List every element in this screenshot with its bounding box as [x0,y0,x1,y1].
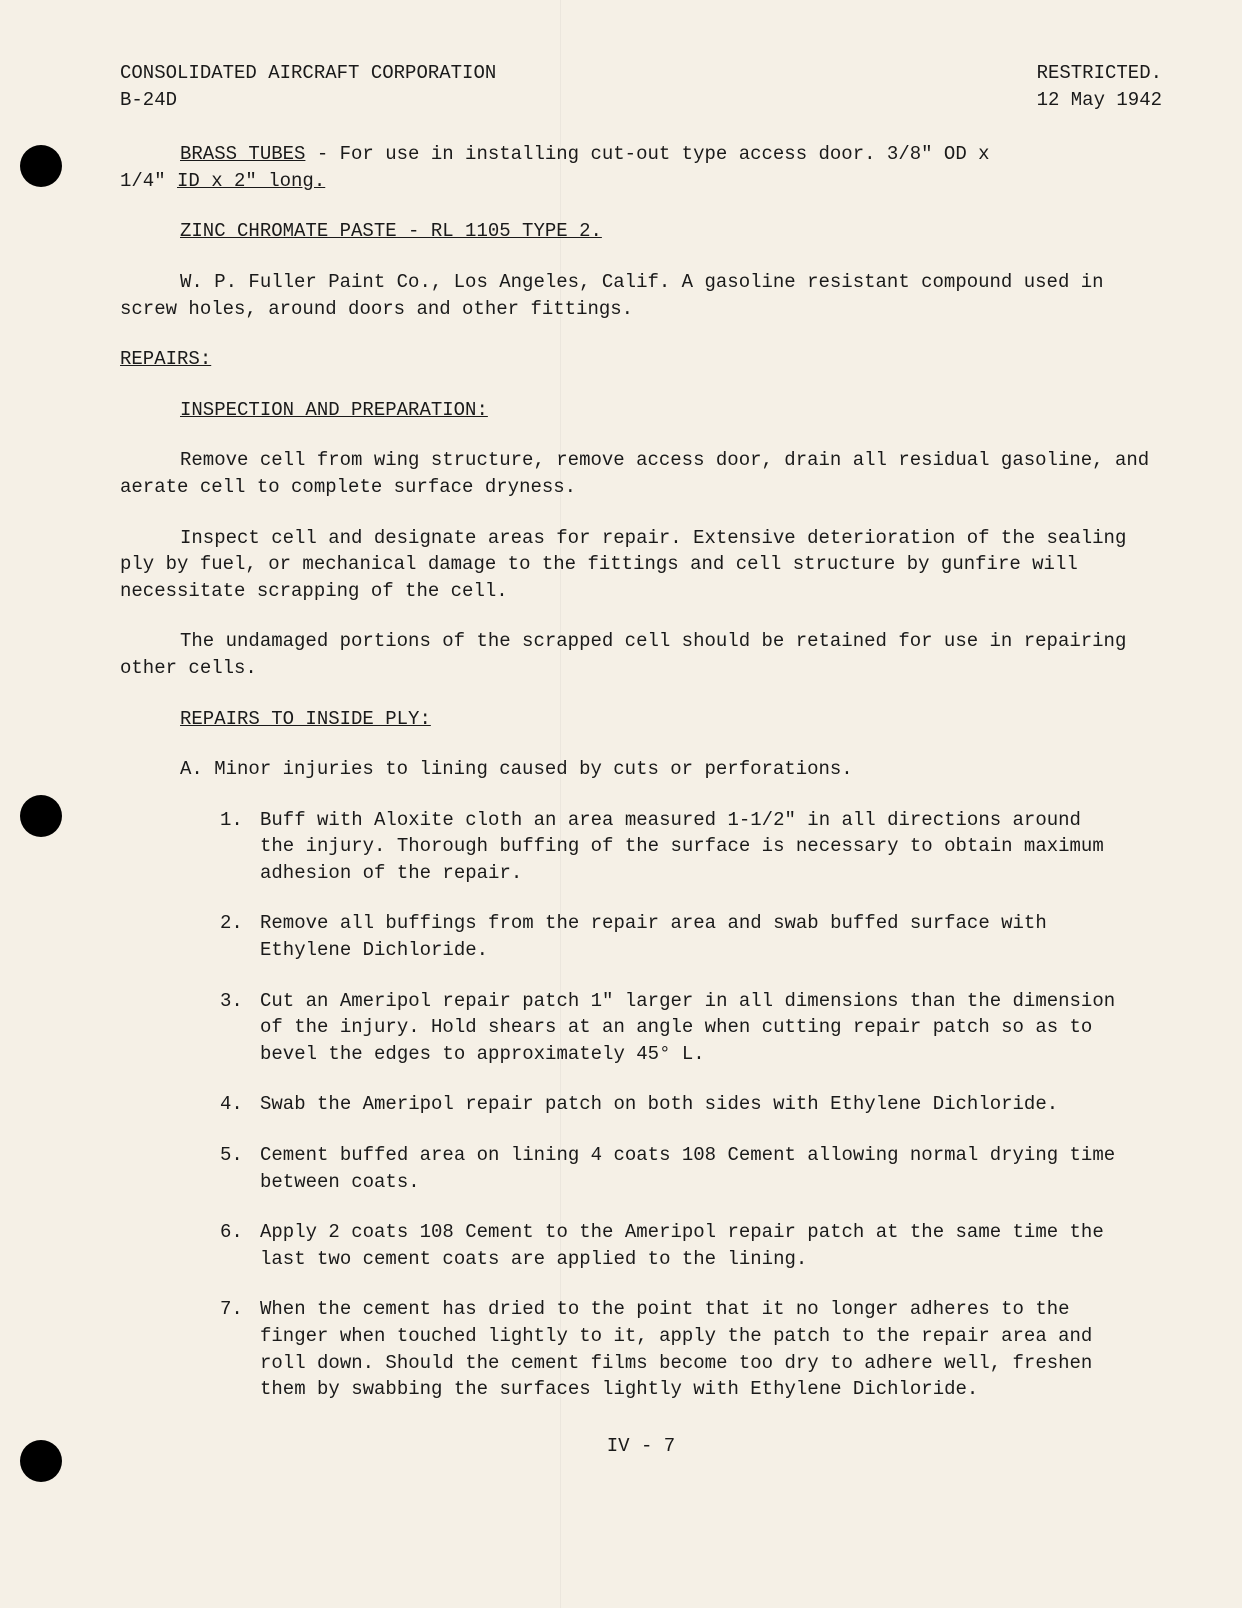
step-1: 1. Buff with Aloxite cloth an area measu… [220,807,1162,887]
brass-tubes-label: BRASS TUBES [180,143,305,165]
step-6: 6. Apply 2 coats 108 Cement to the Ameri… [220,1219,1162,1272]
repairs-heading-text: REPAIRS: [120,348,211,370]
punch-hole-icon [20,1440,62,1482]
page-fold [560,0,561,1608]
brass-tubes-desc: - For use in installing cut-out type acc… [305,143,989,165]
zinc-label: ZINC CHROMATE PASTE - RL 1105 TYPE 2. [180,220,602,242]
step-7: 7. When the cement has dried to the poin… [220,1296,1162,1402]
step-num: 1. [220,807,260,887]
header-right: RESTRICTED. 12 May 1942 [1037,60,1162,113]
step-text: Swab the Ameripol repair patch on both s… [260,1091,1162,1118]
step-3: 3. Cut an Ameripol repair patch 1" large… [220,988,1162,1068]
step-num: 6. [220,1219,260,1272]
classification: RESTRICTED. [1037,60,1162,87]
step-2: 2. Remove all buffings from the repair a… [220,910,1162,963]
step-text: When the cement has dried to the point t… [260,1296,1162,1402]
document-date: 12 May 1942 [1037,87,1162,114]
step-text: Apply 2 coats 108 Cement to the Ameripol… [260,1219,1162,1272]
inspection-p3: The undamaged portions of the scrapped c… [120,628,1162,681]
punch-hole-icon [20,795,62,837]
punch-hole-icon [20,145,62,187]
step-text: Buff with Aloxite cloth an area measured… [260,807,1162,887]
inspection-p2: Inspect cell and designate areas for rep… [120,525,1162,605]
company-name: CONSOLIDATED AIRCRAFT CORPORATION [120,60,496,87]
step-num: 4. [220,1091,260,1118]
brass-tubes-suffix: ID x 2" long. [177,170,325,192]
header-left: CONSOLIDATED AIRCRAFT CORPORATION B-24D [120,60,496,113]
step-text: Cut an Ameripol repair patch 1" larger i… [260,988,1162,1068]
step-5: 5. Cement buffed area on lining 4 coats … [220,1142,1162,1195]
step-4: 4. Swab the Ameripol repair patch on bot… [220,1091,1162,1118]
zinc-heading: ZINC CHROMATE PASTE - RL 1105 TYPE 2. [180,218,1162,245]
document-header: CONSOLIDATED AIRCRAFT CORPORATION B-24D … [120,60,1162,113]
brass-tubes-paragraph: BRASS TUBES - For use in installing cut-… [120,141,1162,194]
item-a: A. Minor injuries to lining caused by cu… [180,756,1162,783]
step-num: 3. [220,988,260,1068]
fuller-paragraph: W. P. Fuller Paint Co., Los Angeles, Cal… [120,269,1162,322]
inspection-heading: INSPECTION AND PREPARATION: [180,397,1162,424]
page-number: IV - 7 [120,1433,1162,1460]
inside-ply-heading-text: REPAIRS TO INSIDE PLY: [180,708,431,730]
step-text: Remove all buffings from the repair area… [260,910,1162,963]
brass-tubes-prefix: 1/4" [120,170,177,192]
inspection-heading-text: INSPECTION AND PREPARATION: [180,399,488,421]
inside-ply-heading: REPAIRS TO INSIDE PLY: [180,706,1162,733]
aircraft-model: B-24D [120,87,496,114]
step-num: 7. [220,1296,260,1402]
step-text: Cement buffed area on lining 4 coats 108… [260,1142,1162,1195]
repairs-heading: REPAIRS: [120,346,1162,373]
step-num: 2. [220,910,260,963]
inspection-p1: Remove cell from wing structure, remove … [120,447,1162,500]
step-num: 5. [220,1142,260,1195]
